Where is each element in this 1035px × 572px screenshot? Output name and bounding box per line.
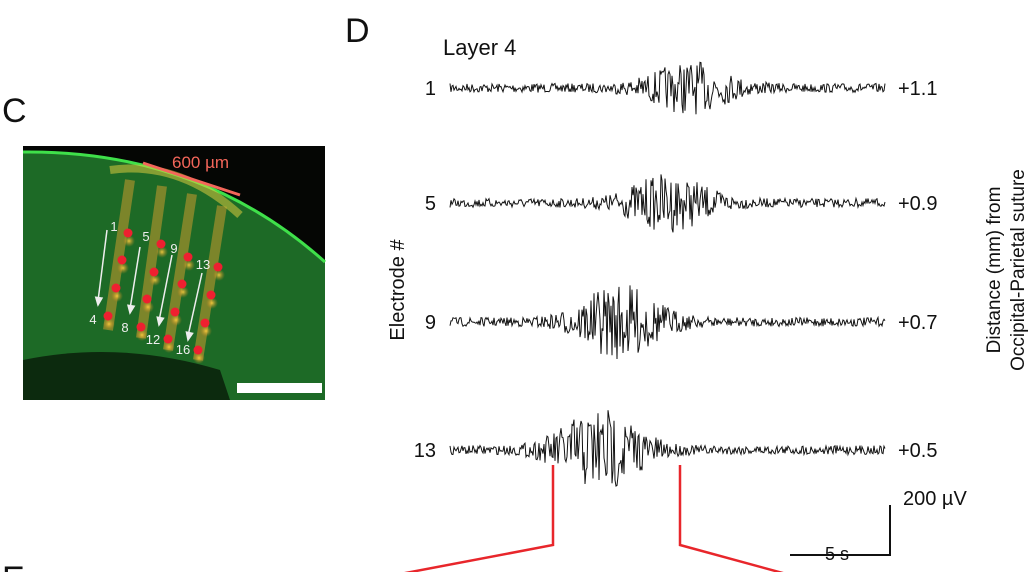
electrode-number: 4 bbox=[89, 312, 96, 327]
electrode-number: 8 bbox=[121, 320, 128, 335]
electrode-label-1: 1 bbox=[425, 78, 436, 100]
scale-bar-time: 5 s bbox=[825, 544, 849, 564]
electrode-number: 9 bbox=[170, 241, 177, 256]
arrow-head-icon bbox=[185, 331, 194, 342]
electrode-number: 1 bbox=[110, 219, 117, 234]
arrow-head-icon bbox=[94, 296, 104, 307]
lfp-trace bbox=[449, 285, 886, 360]
electrode-dots bbox=[103, 228, 225, 364]
panel-e-label: E bbox=[2, 560, 25, 572]
panel-c-label: C bbox=[2, 92, 27, 130]
electrode-label-9: 9 bbox=[425, 312, 436, 334]
electrode-labels: 1 5 9 13 4 8 12 16 bbox=[89, 219, 210, 357]
electrode-dot bbox=[149, 267, 159, 277]
panel-d-title: Layer 4 bbox=[443, 35, 516, 60]
arrow bbox=[97, 229, 108, 302]
scale-line-600um bbox=[142, 161, 241, 197]
distance-axis-label-1: Distance (mm) from bbox=[984, 187, 1005, 354]
arrow bbox=[129, 246, 141, 310]
arrow-head-icon bbox=[156, 316, 165, 327]
image-scale-bar bbox=[237, 383, 322, 393]
electrode-arrows bbox=[94, 229, 203, 342]
micrograph: 600 µm 1 5 9 13 4 8 12 16 bbox=[22, 146, 327, 400]
panel-d-label: D bbox=[345, 12, 370, 50]
electrode-number: 16 bbox=[176, 342, 190, 357]
electrode-label-13: 13 bbox=[414, 440, 436, 462]
electrode-dot bbox=[103, 311, 113, 321]
electrode-dot bbox=[183, 252, 193, 262]
electrode-dot bbox=[206, 290, 216, 300]
electrode-dot bbox=[142, 294, 152, 304]
lfp-trace bbox=[449, 174, 886, 233]
electrode-dot bbox=[213, 262, 223, 272]
lfp-trace bbox=[449, 61, 886, 115]
electrode-dot bbox=[117, 255, 127, 265]
scale-bar-voltage: 200 µV bbox=[903, 488, 967, 510]
zoom-indicator-left bbox=[404, 465, 555, 572]
arrow-head-icon bbox=[127, 304, 136, 315]
electrode-dot bbox=[193, 345, 203, 355]
electrode-label-5: 5 bbox=[425, 193, 436, 215]
scale-bar bbox=[790, 505, 891, 556]
arrow bbox=[187, 272, 203, 337]
electrode-dot bbox=[177, 279, 187, 289]
distance-label-5: +0.9 bbox=[898, 193, 937, 215]
distance-label-9: +0.7 bbox=[898, 312, 937, 334]
electrode-number: 13 bbox=[196, 257, 210, 272]
zoom-indicator-right bbox=[678, 465, 784, 572]
distance-label-13: +0.5 bbox=[898, 440, 937, 462]
electrode-dot bbox=[136, 322, 146, 332]
distance-label-1: +1.1 bbox=[898, 78, 937, 100]
electrode-number: 5 bbox=[142, 229, 149, 244]
lfp-trace bbox=[449, 410, 886, 487]
electrode-dot bbox=[163, 334, 173, 344]
arrow bbox=[158, 254, 173, 322]
electrode-dot bbox=[170, 307, 180, 317]
electrode-axis-label: Electrode # bbox=[387, 239, 409, 341]
lfp-traces bbox=[449, 61, 886, 487]
electrode-number: 12 bbox=[146, 332, 160, 347]
distance-axis-label-2: Occipital-Parietal suture bbox=[1008, 169, 1029, 371]
scale-label-600um: 600 µm bbox=[172, 153, 229, 172]
electrode-dot bbox=[111, 283, 121, 293]
electrode-dot bbox=[123, 228, 133, 238]
electrode-dot bbox=[200, 318, 210, 328]
electrode-dot bbox=[156, 239, 166, 249]
